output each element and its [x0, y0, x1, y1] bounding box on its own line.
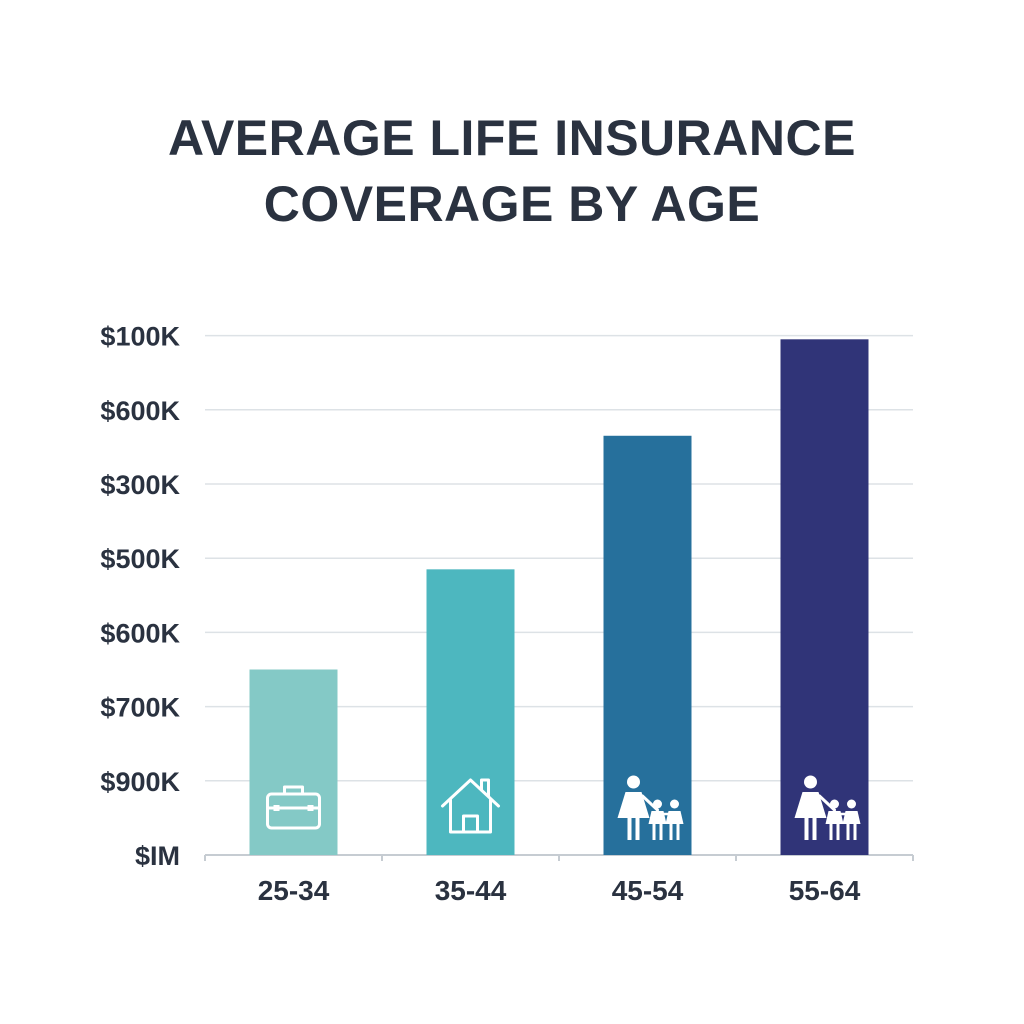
- family-icon: [794, 775, 861, 840]
- family-adult-body: [794, 792, 827, 840]
- family-child-head: [653, 799, 662, 809]
- family-child-head: [670, 799, 679, 809]
- bars: [249, 339, 869, 855]
- family-child-body: [825, 811, 844, 840]
- y-tick-label: $600K: [100, 396, 180, 426]
- y-tick-label: $500K: [100, 544, 180, 574]
- briefcase-icon: [266, 785, 321, 830]
- x-tick-label: 45-54: [612, 875, 684, 906]
- family-child-head: [830, 799, 839, 809]
- briefcase-handle: [283, 785, 304, 796]
- family-adult-head: [804, 775, 817, 789]
- y-axis-tick-labels: $100K $600K $300K $500K $600K $700K $900K $IM: [100, 322, 180, 871]
- briefcase-latch: [273, 805, 280, 811]
- bar-55-64: [780, 339, 869, 855]
- family-icon: [617, 775, 684, 840]
- bar-45-54: [603, 435, 692, 855]
- y-tick-label: $600K: [100, 618, 180, 648]
- family-child-head: [847, 799, 856, 809]
- x-tick-label: 55-64: [789, 875, 861, 906]
- y-tick-label: $100K: [100, 322, 180, 352]
- briefcase-body: [266, 792, 321, 830]
- house-icon: [441, 778, 500, 834]
- chart-title: AVERAGE LIFE INSURANCE COVERAGE BY AGE: [0, 105, 1024, 237]
- family-child-body: [648, 811, 667, 840]
- family-adult-head: [627, 775, 640, 789]
- bar-25-34: [249, 669, 338, 855]
- house-walls: [449, 798, 492, 834]
- y-tick-label: $900K: [100, 767, 180, 797]
- family-child-body: [842, 811, 861, 840]
- chart-title-line-1: AVERAGE LIFE INSURANCE: [168, 110, 856, 166]
- family-adult-body: [617, 792, 650, 840]
- chart-title-line-2: COVERAGE BY AGE: [263, 176, 761, 232]
- house-chimney: [480, 778, 490, 798]
- x-tick-label: 25-34: [258, 875, 330, 906]
- house-door: [462, 814, 479, 834]
- x-axis-tick-labels: 25-34 35-44 45-54 55-64: [258, 875, 861, 906]
- x-tick-label: 35-44: [435, 875, 507, 906]
- family-child-body: [665, 811, 684, 840]
- y-tick-label: $700K: [100, 693, 180, 723]
- bar-35-44: [426, 569, 515, 855]
- briefcase-latch: [307, 805, 314, 811]
- y-tick-label: $IM: [135, 841, 180, 871]
- x-axis: [204, 854, 914, 861]
- y-tick-label: $300K: [100, 470, 180, 500]
